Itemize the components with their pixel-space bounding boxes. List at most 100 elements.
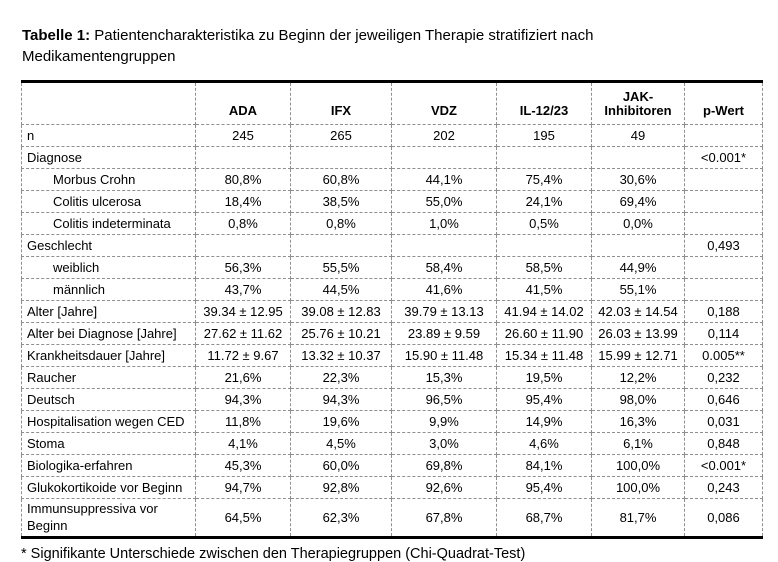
table-caption-label: Tabelle 1: bbox=[22, 27, 91, 44]
table-row-weiblich: weiblich 56,3% 55,5% 58,4% 58,5% 44,9% bbox=[21, 256, 763, 280]
cell-colitis-indeterminata-p-wert bbox=[684, 212, 763, 236]
cell-diagnose-jak-inhibitoren bbox=[591, 146, 685, 170]
cell-morbus-crohn-vdz: 44,1% bbox=[391, 168, 497, 192]
cell-diagnose-il-12-23 bbox=[496, 146, 592, 170]
cell-alter-bei-diagnose-jahre-ada: 27.62 ± 11.62 bbox=[195, 322, 291, 346]
cell-immunsuppressiva-vor-beginn-ada: 64,5% bbox=[195, 498, 291, 538]
table-row-immunsuppressiva-vor-beginn: Immunsuppressiva vor Beginn 64,5% 62,3% 67,… bbox=[21, 498, 763, 538]
cell-immunsuppressiva-vor-beginn-jak-inhibitoren: 81,7% bbox=[591, 498, 685, 538]
cell-m-nnlich-ifx: 44,5% bbox=[290, 278, 392, 302]
cell-colitis-indeterminata-vdz: 1,0% bbox=[391, 212, 497, 236]
cell-colitis-ulcerosa-vdz: 55,0% bbox=[391, 190, 497, 214]
column-header-p-wert: p-Wert bbox=[684, 81, 763, 126]
table-row-alter-jahre: Alter [Jahre] 39.34 ± 12.95 39.08 ± 12.83 3… bbox=[21, 300, 763, 324]
table-caption-text: Patientencharakteristika zu Beginn der j… bbox=[22, 27, 594, 65]
row-label: Alter [Jahre] bbox=[21, 300, 196, 324]
cell-diagnose-vdz bbox=[391, 146, 497, 170]
cell-weiblich-jak-inhibitoren: 44,9% bbox=[591, 256, 685, 280]
column-header-ada: ADA bbox=[195, 81, 291, 126]
cell-weiblich-p-wert bbox=[684, 256, 763, 280]
cell-n-jak-inhibitoren: 49 bbox=[591, 124, 685, 148]
cell-colitis-indeterminata-il-12-23: 0,5% bbox=[496, 212, 592, 236]
cell-immunsuppressiva-vor-beginn-ifx: 62,3% bbox=[290, 498, 392, 538]
cell-stoma-jak-inhibitoren: 6,1% bbox=[591, 432, 685, 456]
cell-krankheitsdauer-jahre-ifx: 13.32 ± 10.37 bbox=[290, 344, 392, 368]
cell-raucher-il-12-23: 19,5% bbox=[496, 366, 592, 390]
cell-alter-jahre-jak-inhibitoren: 42.03 ± 14.54 bbox=[591, 300, 685, 324]
cell-krankheitsdauer-jahre-p-wert: 0.005** bbox=[684, 344, 763, 368]
cell-alter-jahre-vdz: 39.79 ± 13.13 bbox=[391, 300, 497, 324]
cell-deutsch-ifx: 94,3% bbox=[290, 388, 392, 412]
cell-geschlecht-jak-inhibitoren bbox=[591, 234, 685, 258]
cell-geschlecht-il-12-23 bbox=[496, 234, 592, 258]
column-header-jak-inhibitoren: JAK-Inhibitoren bbox=[591, 81, 685, 126]
row-label: Diagnose bbox=[21, 146, 196, 170]
cell-hospitalisation-wegen-ced-vdz: 9,9% bbox=[391, 410, 497, 434]
cell-diagnose-p-wert: <0.001* bbox=[684, 146, 763, 170]
cell-colitis-ulcerosa-ifx: 38,5% bbox=[290, 190, 392, 214]
cell-glukokortikoide-vor-beginn-il-12-23: 95,4% bbox=[496, 476, 592, 500]
cell-biologika-erfahren-p-wert: <0.001* bbox=[684, 454, 763, 478]
cell-hospitalisation-wegen-ced-p-wert: 0,031 bbox=[684, 410, 763, 434]
cell-geschlecht-ifx bbox=[290, 234, 392, 258]
cell-biologika-erfahren-ada: 45,3% bbox=[195, 454, 291, 478]
cell-deutsch-p-wert: 0,646 bbox=[684, 388, 763, 412]
table-row-morbus-crohn: Morbus Crohn 80,8% 60,8% 44,1% 75,4% 30,6% bbox=[21, 168, 763, 192]
cell-raucher-ifx: 22,3% bbox=[290, 366, 392, 390]
cell-krankheitsdauer-jahre-ada: 11.72 ± 9.67 bbox=[195, 344, 291, 368]
table-row-geschlecht: Geschlecht 0,493 bbox=[21, 234, 763, 258]
row-label: weiblich bbox=[21, 256, 196, 280]
cell-hospitalisation-wegen-ced-ada: 11,8% bbox=[195, 410, 291, 434]
table-row-glukokortikoide-vor-beginn: Glukokortikoide vor Beginn 94,7% 92,8% 92,6… bbox=[21, 476, 763, 500]
table-row-colitis-ulcerosa: Colitis ulcerosa 18,4% 38,5% 55,0% 24,1% 69,4… bbox=[21, 190, 763, 214]
cell-biologika-erfahren-il-12-23: 84,1% bbox=[496, 454, 592, 478]
cell-m-nnlich-p-wert bbox=[684, 278, 763, 302]
row-label: Glukokortikoide vor Beginn bbox=[21, 476, 196, 500]
cell-deutsch-il-12-23: 95,4% bbox=[496, 388, 592, 412]
cell-colitis-indeterminata-ifx: 0,8% bbox=[290, 212, 392, 236]
row-label: Morbus Crohn bbox=[21, 168, 196, 192]
table-row-hospitalisation-wegen-ced: Hospitalisation wegen CED 11,8% 19,6% 9,9% 1… bbox=[21, 410, 763, 434]
cell-n-il-12-23: 195 bbox=[496, 124, 592, 148]
cell-alter-bei-diagnose-jahre-vdz: 23.89 ± 9.59 bbox=[391, 322, 497, 346]
cell-geschlecht-vdz bbox=[391, 234, 497, 258]
cell-glukokortikoide-vor-beginn-jak-inhibitoren: 100,0% bbox=[591, 476, 685, 500]
patient-characteristics-table: ADA IFX VDZ IL-12/23 JAK-Inhibitoren p-Wert n… bbox=[21, 80, 763, 539]
cell-morbus-crohn-p-wert bbox=[684, 168, 763, 192]
cell-alter-bei-diagnose-jahre-il-12-23: 26.60 ± 11.90 bbox=[496, 322, 592, 346]
cell-geschlecht-p-wert: 0,493 bbox=[684, 234, 763, 258]
column-header-vdz: VDZ bbox=[391, 81, 497, 126]
cell-raucher-vdz: 15,3% bbox=[391, 366, 497, 390]
row-label: männlich bbox=[21, 278, 196, 302]
table-row-biologika-erfahren: Biologika-erfahren 45,3% 60,0% 69,8% 84,1% 10… bbox=[21, 454, 763, 478]
row-label: Hospitalisation wegen CED bbox=[21, 410, 196, 434]
cell-deutsch-vdz: 96,5% bbox=[391, 388, 497, 412]
table-row-m-nnlich: männlich 43,7% 44,5% 41,6% 41,5% 55,1% bbox=[21, 278, 763, 302]
table-row-diagnose: Diagnose <0.001* bbox=[21, 146, 763, 170]
table-row-raucher: Raucher 21,6% 22,3% 15,3% 19,5% 12,2% 0,232 bbox=[21, 366, 763, 390]
cell-krankheitsdauer-jahre-il-12-23: 15.34 ± 11.48 bbox=[496, 344, 592, 368]
cell-n-p-wert bbox=[684, 124, 763, 148]
cell-alter-jahre-p-wert: 0,188 bbox=[684, 300, 763, 324]
row-label: Stoma bbox=[21, 432, 196, 456]
cell-alter-bei-diagnose-jahre-ifx: 25.76 ± 10.21 bbox=[290, 322, 392, 346]
table-row-krankheitsdauer-jahre: Krankheitsdauer [Jahre] 11.72 ± 9.67 13.32… bbox=[21, 344, 763, 368]
row-label-column-header bbox=[21, 81, 196, 126]
cell-n-ada: 245 bbox=[195, 124, 291, 148]
table-row-alter-bei-diagnose-jahre: Alter bei Diagnose [Jahre] 27.62 ± 11.62 2… bbox=[21, 322, 763, 346]
cell-krankheitsdauer-jahre-vdz: 15.90 ± 11.48 bbox=[391, 344, 497, 368]
cell-stoma-il-12-23: 4,6% bbox=[496, 432, 592, 456]
cell-morbus-crohn-jak-inhibitoren: 30,6% bbox=[591, 168, 685, 192]
cell-colitis-indeterminata-ada: 0,8% bbox=[195, 212, 291, 236]
cell-raucher-p-wert: 0,232 bbox=[684, 366, 763, 390]
cell-weiblich-il-12-23: 58,5% bbox=[496, 256, 592, 280]
cell-alter-jahre-ada: 39.34 ± 12.95 bbox=[195, 300, 291, 324]
cell-raucher-ada: 21,6% bbox=[195, 366, 291, 390]
cell-colitis-ulcerosa-p-wert bbox=[684, 190, 763, 214]
row-label: Alter bei Diagnose [Jahre] bbox=[21, 322, 196, 346]
cell-raucher-jak-inhibitoren: 12,2% bbox=[591, 366, 685, 390]
cell-alter-jahre-il-12-23: 41.94 ± 14.02 bbox=[496, 300, 592, 324]
table-row-n: n 245 265 202 195 49 bbox=[21, 124, 763, 148]
cell-colitis-ulcerosa-ada: 18,4% bbox=[195, 190, 291, 214]
cell-deutsch-ada: 94,3% bbox=[195, 388, 291, 412]
